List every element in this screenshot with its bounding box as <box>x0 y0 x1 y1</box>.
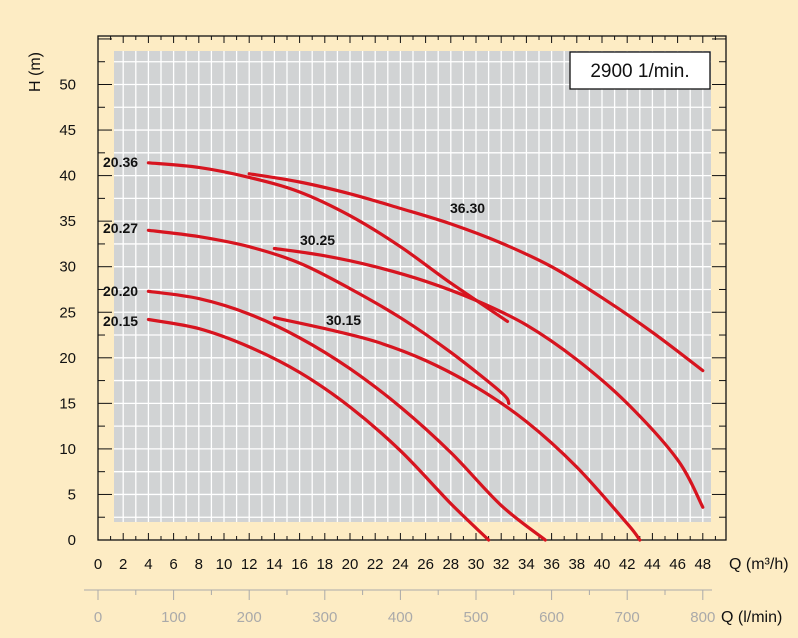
curves: 20.36 20.27 20.20 20.15 36.30 30.25 30.15 <box>103 154 705 542</box>
curve-36.30 <box>247 172 705 373</box>
curve-20.20 <box>146 289 547 542</box>
x-tick-label: 22 <box>367 556 384 573</box>
x-tick-label: 40 <box>594 556 611 573</box>
speed-label: 2900 1/min. <box>590 61 689 82</box>
x-tick-label: 10 <box>216 556 233 573</box>
curve-label-20.20: 20.20 <box>103 283 138 299</box>
x-tick-label: 20 <box>342 556 359 573</box>
x-tick-label: 4 <box>144 556 152 573</box>
y-tick-label: 35 <box>59 213 76 230</box>
x2-tick-label: 600 <box>539 609 564 626</box>
x-tick-label: 34 <box>518 556 535 573</box>
x-tick-label: 12 <box>241 556 258 573</box>
x-tick-label: 18 <box>316 556 333 573</box>
speed-box: 2900 1/min. <box>569 51 711 90</box>
y-tick-label: 20 <box>59 350 76 367</box>
y-tick-label: 45 <box>59 122 76 139</box>
x-tick-label: 46 <box>669 556 686 573</box>
x-tick-label: 8 <box>195 556 203 573</box>
x-tick-label: 24 <box>392 556 409 573</box>
curve-label-30.15: 30.15 <box>326 312 361 328</box>
x-tick-label: 38 <box>568 556 585 573</box>
y-tick-label: 30 <box>59 259 76 276</box>
curve-20.36 <box>146 161 510 323</box>
y-tick-label: 40 <box>59 168 76 185</box>
y-tick-label: 10 <box>59 441 76 458</box>
x2-tick-label: 300 <box>312 609 337 626</box>
x-tick-label: 26 <box>417 556 434 573</box>
curve-label-20.15: 20.15 <box>103 313 138 329</box>
x-tick-label: 30 <box>468 556 485 573</box>
x2-tick-label: 700 <box>615 609 640 626</box>
curve-label-20.27: 20.27 <box>103 220 138 236</box>
x2-tick-label: 200 <box>237 609 262 626</box>
x-tick-label: 28 <box>442 556 459 573</box>
x2-tick-label: 0 <box>94 609 102 626</box>
curve-30.25 <box>272 246 705 509</box>
x-tick-label: 42 <box>619 556 636 573</box>
frame-border <box>97 35 727 541</box>
x-tick-label: 14 <box>266 556 283 573</box>
x-tick-label: 36 <box>543 556 560 573</box>
y-axis-label: H (m) <box>27 52 44 92</box>
curve-20.15 <box>146 317 491 542</box>
x2-tick-label: 500 <box>463 609 488 626</box>
x-tick-label: 16 <box>291 556 308 573</box>
x-tick-label: 0 <box>94 556 102 573</box>
x2-tick-label: 400 <box>388 609 413 626</box>
curve-label-36.30: 36.30 <box>450 200 485 216</box>
x-axis-label: Q (m³/h) <box>729 556 789 573</box>
x-tick-label: 2 <box>119 556 127 573</box>
x2-tick-label: 800 <box>690 609 715 626</box>
y-tick-label: 15 <box>59 395 76 412</box>
curve-20.27 <box>146 228 511 405</box>
x-tick-label: 44 <box>644 556 661 573</box>
x2-tick-label: 100 <box>161 609 186 626</box>
curve-label-30.25: 30.25 <box>300 232 335 248</box>
curve-30.15 <box>272 316 642 542</box>
x-tick-label: 32 <box>493 556 510 573</box>
y-tick-label: 50 <box>59 77 76 94</box>
x2-axis-label: Q (l/min) <box>721 609 782 626</box>
curve-label-20.36: 20.36 <box>103 154 138 170</box>
y-tick-label: 25 <box>59 304 76 321</box>
x-tick-label: 6 <box>169 556 177 573</box>
speed-box-border <box>569 51 711 90</box>
x-tick-label: 48 <box>694 556 711 573</box>
y-tick-label: 5 <box>68 486 76 503</box>
y-tick-label: 0 <box>68 532 76 549</box>
axis-labels: H (m) Q (m³/h) Q (l/min) <box>27 52 789 626</box>
